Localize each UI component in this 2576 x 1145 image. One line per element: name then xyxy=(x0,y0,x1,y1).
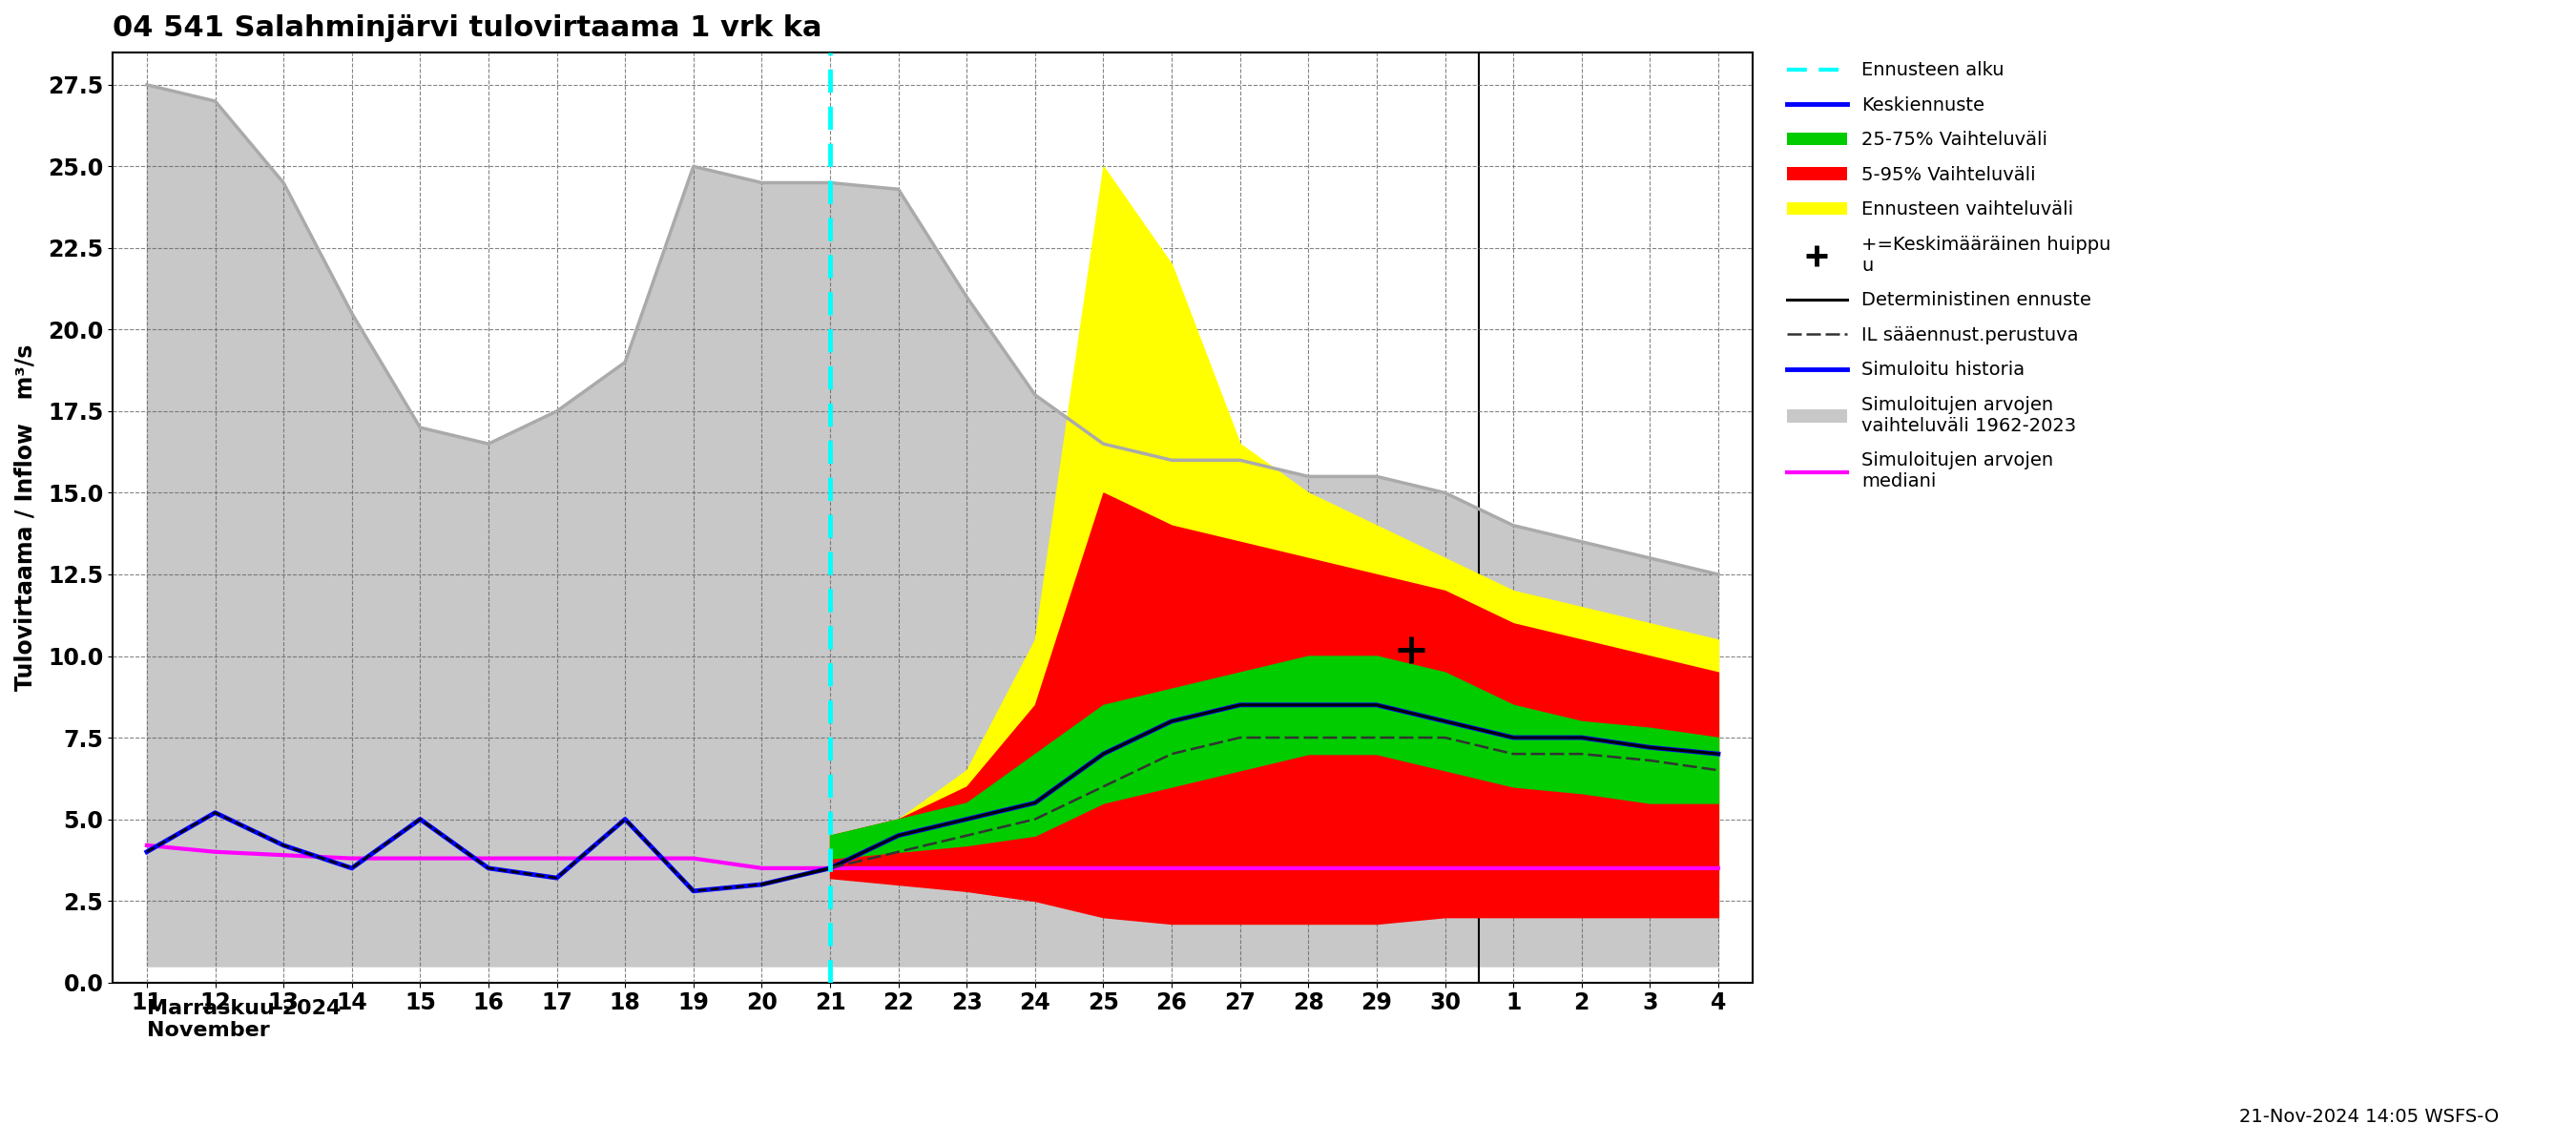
Y-axis label: Tulovirtaama / Inflow   m³/s: Tulovirtaama / Inflow m³/s xyxy=(15,344,36,690)
Text: 21-Nov-2024 14:05 WSFS-O: 21-Nov-2024 14:05 WSFS-O xyxy=(2239,1108,2499,1126)
Text: Marraskuu 2024
November: Marraskuu 2024 November xyxy=(147,998,340,1040)
Text: 04 541 Salahminjärvi tulovirtaama 1 vrk ka: 04 541 Salahminjärvi tulovirtaama 1 vrk … xyxy=(113,14,822,42)
Legend: Ennusteen alku, Keskiennuste, 25-75% Vaihteluväli, 5-95% Vaihteluväli, Ennusteen: Ennusteen alku, Keskiennuste, 25-75% Vai… xyxy=(1777,53,2120,500)
